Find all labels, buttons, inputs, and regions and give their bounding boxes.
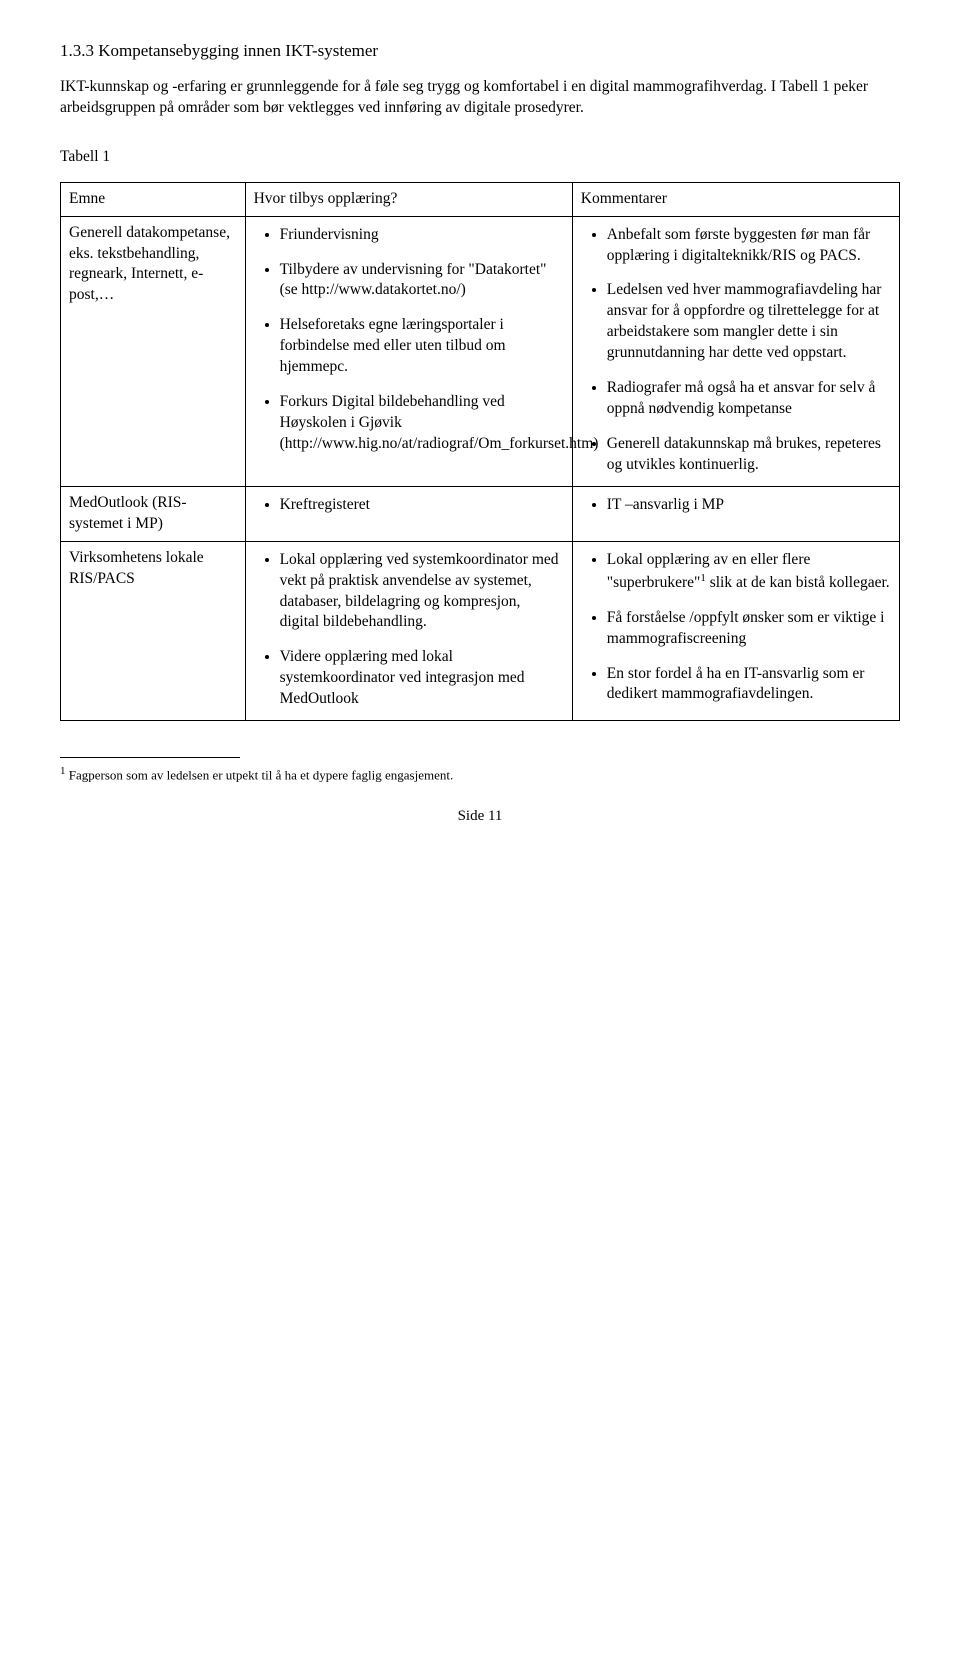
footnote-ref-text-b: slik at de kan bistå kollegaer. [706, 574, 890, 591]
header-emne: Emne [61, 182, 246, 216]
header-opplaering: Hvor tilbys opplæring? [245, 182, 572, 216]
footnote: 1 Fagperson som av ledelsen er utpekt ti… [60, 764, 900, 784]
list-item: Kreftregisteret [280, 495, 564, 516]
table-label: Tabell 1 [60, 147, 900, 168]
cell-kommentarer: Lokal opplæring av en eller flere "super… [572, 541, 899, 720]
table-row: Virksomhetens lokale RIS/PACS Lokal oppl… [61, 541, 900, 720]
list-item: Lokal opplæring av en eller flere "super… [607, 550, 891, 594]
list-item: Lokal opplæring ved systemkoordinator me… [280, 550, 564, 634]
competence-table: Emne Hvor tilbys opplæring? Kommentarer … [60, 182, 900, 721]
section-heading: 1.3.3 Kompetansebygging innen IKT-system… [60, 40, 900, 63]
cell-opplaering: Lokal opplæring ved systemkoordinator me… [245, 541, 572, 720]
list-item: Radiografer må også ha et ansvar for sel… [607, 378, 891, 420]
page-number: Side 11 [60, 806, 900, 826]
cell-opplaering: Kreftregisteret [245, 486, 572, 541]
list-item: Anbefalt som første byggesten før man få… [607, 225, 891, 267]
cell-emne: MedOutlook (RIS-systemet i MP) [61, 486, 246, 541]
list-item: Forkurs Digital bildebehandling ved Høys… [280, 392, 564, 455]
table-row: MedOutlook (RIS-systemet i MP) Kreftregi… [61, 486, 900, 541]
header-kommentarer: Kommentarer [572, 182, 899, 216]
cell-emne: Virksomhetens lokale RIS/PACS [61, 541, 246, 720]
list-item: Generell datakunnskap må brukes, repeter… [607, 434, 891, 476]
table-header-row: Emne Hvor tilbys opplæring? Kommentarer [61, 182, 900, 216]
cell-kommentarer: Anbefalt som første byggesten før man få… [572, 216, 899, 486]
table-row: Generell datakompetanse, eks. tekstbehan… [61, 216, 900, 486]
footnote-text: Fagperson som av ledelsen er utpekt til … [66, 767, 454, 782]
list-item: Friundervisning [280, 225, 564, 246]
cell-kommentarer: IT –ansvarlig i MP [572, 486, 899, 541]
cell-opplaering: Friundervisning Tilbydere av undervisnin… [245, 216, 572, 486]
footnote-separator [60, 757, 240, 758]
intro-paragraph: IKT-kunnskap og -erfaring er grunnleggen… [60, 77, 900, 119]
list-item: Tilbydere av undervisning for "Datakorte… [280, 260, 564, 302]
list-item: Ledelsen ved hver mammografiavdeling har… [607, 280, 891, 364]
list-item: IT –ansvarlig i MP [607, 495, 891, 516]
list-item: Helseforetaks egne læringsportaler i for… [280, 315, 564, 378]
list-item: Videre opplæring med lokal systemkoordin… [280, 647, 564, 710]
list-item: Få forståelse /oppfylt ønsker som er vik… [607, 608, 891, 650]
list-item: En stor fordel å ha en IT-ansvarlig som … [607, 664, 891, 706]
cell-emne: Generell datakompetanse, eks. tekstbehan… [61, 216, 246, 486]
